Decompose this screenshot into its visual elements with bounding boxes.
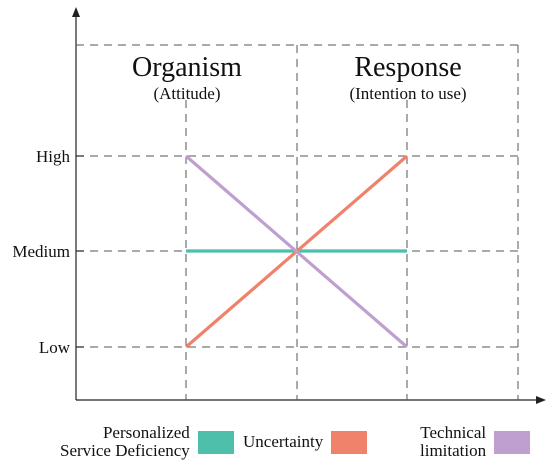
y-tick-label: High [36, 147, 71, 166]
x-axis-arrow [536, 396, 546, 404]
y-axis-arrow [72, 7, 80, 17]
legend-swatch [331, 430, 368, 454]
legend-item-3: Technical limitation [420, 423, 531, 460]
y-tick-label: Medium [12, 242, 70, 261]
legend-item-1: Personalized Service Deficiency [60, 424, 234, 460]
series-line-3 [184, 154, 409, 349]
column-subtitle: (Attitude) [153, 84, 220, 103]
legend-label: Personalized Service Deficiency [60, 423, 190, 460]
y-tick-label: Low [39, 338, 71, 357]
legend-item-2: Uncertainty [243, 424, 368, 460]
column-title: Organism [132, 52, 242, 83]
legend-swatch [494, 430, 531, 454]
legend-label: Technical limitation [420, 423, 487, 460]
column-title: Response [354, 52, 461, 83]
column-subtitle: (Intention to use) [349, 84, 466, 103]
legend-swatch [197, 430, 234, 454]
legend-label: Uncertainty [243, 432, 324, 451]
